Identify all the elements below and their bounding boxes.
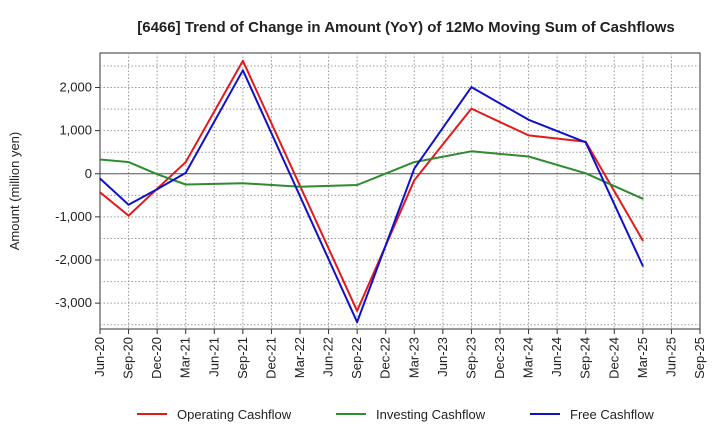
x-tick-label: Mar-24 (521, 337, 536, 378)
x-tick-label: Jun-25 (663, 337, 678, 377)
data-point (156, 188, 158, 191)
x-tick-label: Jun-20 (92, 337, 107, 377)
x-tick-label: Dec-24 (606, 337, 621, 379)
x-tick-label: Sep-24 (578, 337, 593, 379)
data-point (127, 161, 130, 163)
series-line-investing-cashflow (99, 150, 644, 200)
y-tick-label: -1,000 (55, 209, 92, 224)
data-point (413, 167, 416, 170)
y-tick-label: -3,000 (55, 295, 92, 310)
grid (100, 53, 700, 329)
data-point (527, 134, 530, 137)
data-point (299, 185, 301, 188)
data-point (584, 141, 587, 144)
data-point (127, 214, 130, 217)
x-tick-label: Dec-21 (263, 337, 278, 379)
x-tick-label: Sep-22 (349, 337, 364, 379)
data-point (527, 119, 530, 121)
x-tick-label: Mar-22 (292, 337, 307, 378)
legend-label: Investing Cashflow (376, 407, 486, 422)
data-point (127, 204, 130, 206)
legend-label: Operating Cashflow (177, 407, 292, 422)
x-tick-label: Jun-21 (206, 337, 221, 377)
x-axis-ticks: Jun-20 Sep-20 Dec-20 Mar-21 Jun-21 Sep-21 Dec-… (92, 329, 707, 379)
y-tick-label: 0 (85, 166, 92, 181)
data-point (242, 69, 244, 72)
x-tick-label: Jun-24 (549, 337, 564, 377)
data-point (642, 239, 644, 242)
x-tick-label: Dec-20 (149, 337, 164, 379)
data-point (184, 183, 187, 186)
x-tick-label: Sep-20 (121, 337, 136, 379)
x-tick-label: Mar-21 (178, 337, 193, 378)
data-point (242, 182, 244, 184)
data-point (527, 155, 530, 158)
legend-label: Free Cashflow (570, 407, 654, 422)
data-point (99, 158, 101, 161)
x-tick-label: Mar-25 (635, 337, 650, 378)
data-point (356, 321, 358, 323)
data-point (642, 265, 644, 267)
y-tick-label: -2,000 (55, 252, 92, 267)
data-point (184, 161, 187, 163)
x-tick-label: Jun-22 (321, 337, 336, 377)
x-tick-label: Sep-25 (692, 337, 707, 379)
data-point (470, 150, 473, 153)
data-point (99, 191, 101, 194)
y-tick-label: 1,000 (59, 123, 92, 138)
plot-area (99, 52, 701, 330)
data-point (99, 177, 101, 180)
series-lines (99, 59, 644, 324)
x-tick-label: Sep-21 (235, 337, 250, 379)
legend: Operating Cashflow Investing Cashflow Free… (137, 407, 654, 422)
data-point (242, 60, 244, 62)
data-point (184, 172, 187, 174)
y-tick-label: 2,000 (59, 80, 92, 95)
chart-title: [6466] Trend of Change in Amount (YoY) o… (137, 19, 675, 36)
data-point (584, 172, 587, 175)
data-point (156, 173, 158, 175)
data-point (356, 310, 358, 312)
y-axis-ticks: -3,000 -2,000 -1,000 0 1,000 2,000 (55, 80, 100, 310)
x-tick-label: Dec-22 (378, 337, 393, 379)
data-point (470, 107, 473, 110)
y-axis-label: Amount (million yen) (7, 132, 22, 251)
data-point (642, 198, 644, 200)
x-tick-label: Mar-23 (406, 337, 421, 378)
data-point (413, 179, 416, 181)
x-tick-label: Sep-23 (463, 337, 478, 379)
x-tick-label: Jun-23 (435, 337, 450, 377)
data-point (470, 86, 473, 88)
x-tick-label: Dec-23 (492, 337, 507, 379)
data-point (356, 184, 358, 186)
data-point (413, 161, 416, 163)
